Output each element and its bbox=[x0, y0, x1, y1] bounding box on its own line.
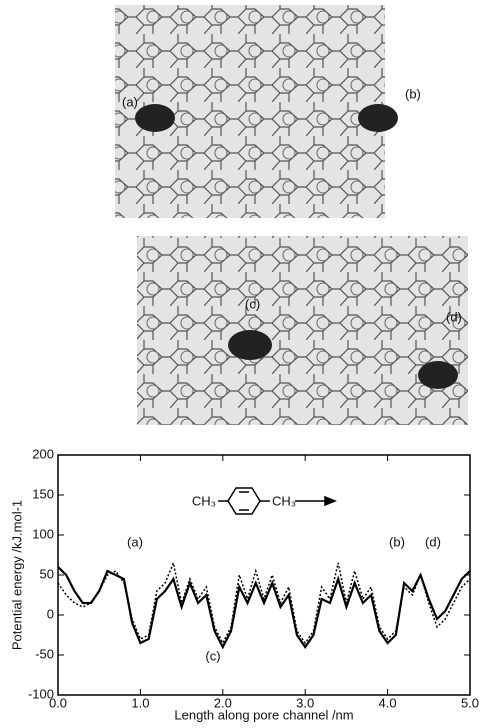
y-tick-label: 100 bbox=[32, 526, 54, 541]
annotation: (a) bbox=[127, 534, 143, 549]
y-tick-label: 150 bbox=[32, 486, 54, 501]
y-axis-label: Potential energy /kJ.mol-1 bbox=[9, 500, 24, 650]
y-tick-label: -100 bbox=[28, 686, 54, 701]
zeolite-image bbox=[137, 236, 468, 425]
x-tick-label: 3.0 bbox=[296, 695, 314, 710]
image-label: (c) bbox=[245, 296, 260, 311]
x-tick-label: 4.0 bbox=[379, 695, 397, 710]
y-tick-label: 200 bbox=[32, 446, 54, 461]
molecule-label: CH₃ bbox=[192, 493, 216, 508]
y-tick-label: 50 bbox=[40, 566, 54, 581]
annotation: (b) bbox=[389, 534, 405, 549]
image-label: (d) bbox=[446, 309, 462, 324]
annotation: (c) bbox=[205, 648, 220, 663]
series-line bbox=[57, 560, 471, 645]
y-tick-label: -50 bbox=[35, 646, 54, 661]
x-tick-label: 2.0 bbox=[214, 695, 232, 710]
x-tick-label: 5.0 bbox=[461, 695, 479, 710]
series-line bbox=[57, 566, 471, 650]
molecules bbox=[135, 104, 458, 389]
image-label: (a) bbox=[122, 94, 138, 109]
molecule-diagram bbox=[218, 487, 338, 515]
x-tick-label: 1.0 bbox=[131, 695, 149, 710]
image-label: (b) bbox=[405, 86, 421, 101]
y-tick-label: 0 bbox=[47, 606, 54, 621]
molecule-label: CH₃ bbox=[272, 493, 296, 508]
x-axis-label: Length along pore channel /nm bbox=[174, 707, 353, 722]
x-tick-label: 0.0 bbox=[49, 695, 67, 710]
plot-frame bbox=[57, 454, 471, 696]
annotation: (d) bbox=[425, 534, 441, 549]
